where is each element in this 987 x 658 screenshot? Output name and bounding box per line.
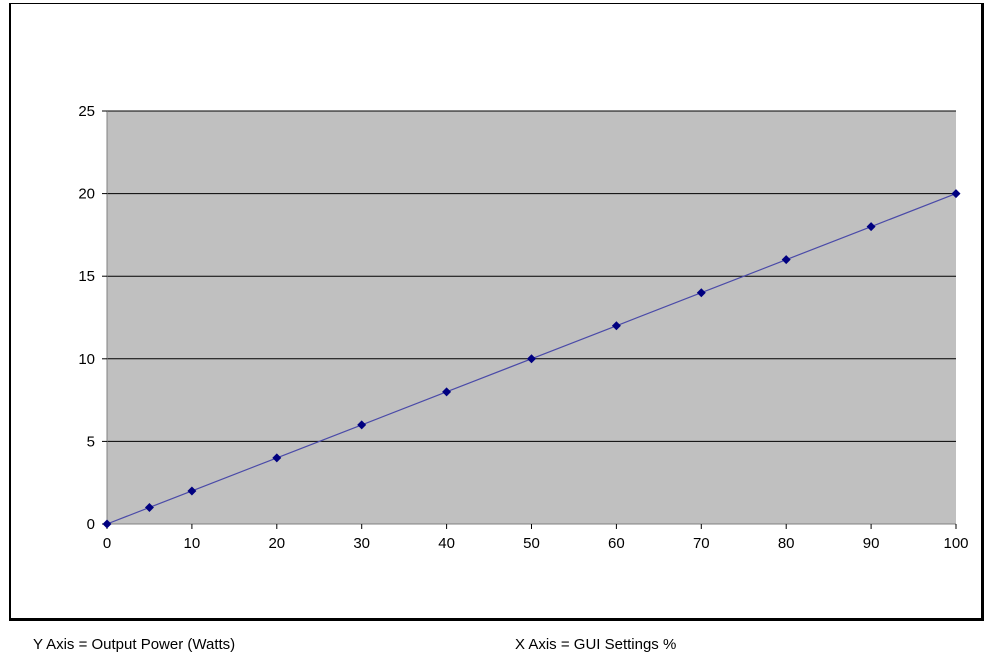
data-point-x80 — [781, 255, 791, 265]
data-point-x30 — [357, 420, 367, 430]
x-tick-label-60: 60 — [608, 535, 625, 552]
y-axis-note: Y Axis = Output Power (Watts) — [33, 636, 236, 653]
y-tick-label-15: 15 — [78, 268, 95, 285]
x-tick-label-50: 50 — [523, 535, 540, 552]
data-point-x20 — [272, 453, 282, 463]
y-tick-label-0: 0 — [87, 516, 95, 533]
data-point-x60 — [611, 321, 621, 331]
data-point-x70 — [696, 288, 706, 298]
y-tick-label-10: 10 — [78, 351, 95, 368]
x-axis-tick-labels: 0 10 20 30 40 50 60 70 80 90 100 — [103, 524, 969, 552]
x-axis-note: X Axis = GUI Settings % — [515, 636, 677, 653]
y-tick-label-25: 25 — [78, 103, 95, 120]
data-point-x5 — [144, 502, 154, 512]
x-tick-label-100: 100 — [943, 535, 968, 552]
x-tick-label-80: 80 — [778, 535, 795, 552]
x-tick-label-20: 20 — [268, 535, 285, 552]
data-point-x10 — [187, 486, 197, 496]
series-line-0 — [106, 193, 957, 525]
data-point-x90 — [866, 222, 876, 232]
x-tick-label-30: 30 — [353, 535, 370, 552]
x-tick-label-0: 0 — [103, 535, 111, 552]
data-point-x50 — [527, 354, 536, 364]
x-tick-label-10: 10 — [184, 535, 201, 552]
data-point-x100 — [951, 189, 961, 199]
x-tick-label-70: 70 — [693, 535, 710, 552]
x-tick-label-40: 40 — [438, 535, 455, 552]
plot-area — [107, 111, 956, 524]
x-tick-label-90: 90 — [863, 535, 880, 552]
data-series — [102, 189, 961, 529]
y-tick-label-5: 5 — [87, 433, 95, 450]
data-point-x40 — [442, 387, 452, 397]
data-point-x0 — [102, 519, 112, 529]
y-tick-label-20: 20 — [78, 186, 95, 203]
y-axis-tick-labels: 0 5 10 15 20 25 — [78, 103, 107, 533]
